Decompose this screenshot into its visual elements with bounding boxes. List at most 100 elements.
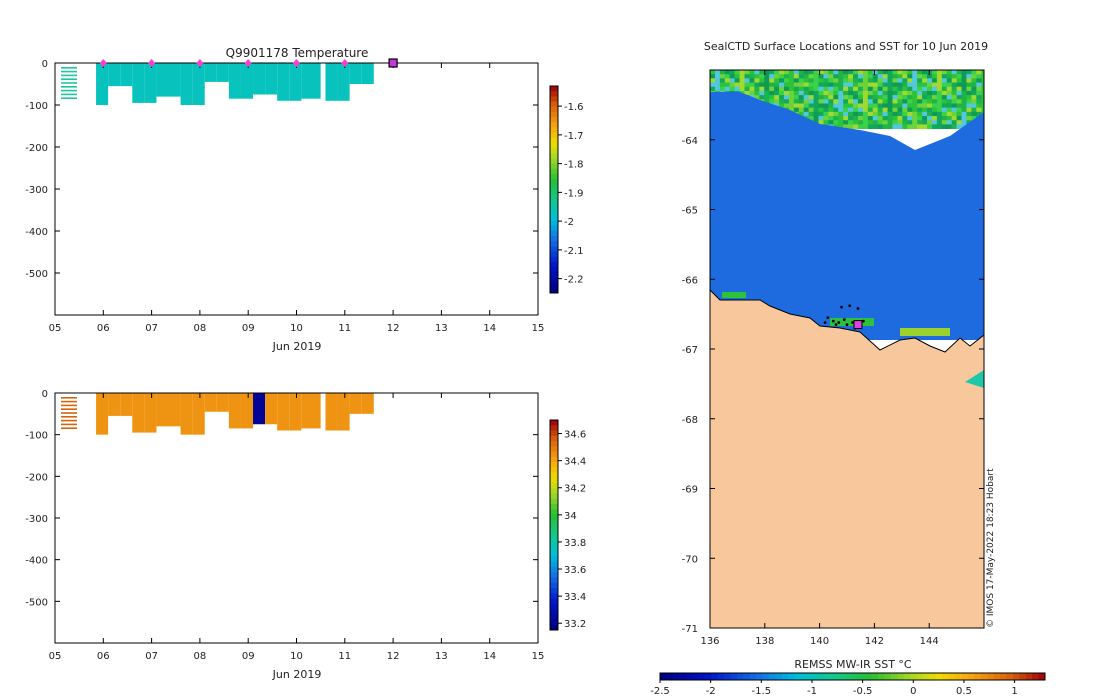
sst-pixel [823,103,829,109]
sst-pixel [788,99,795,104]
sst-pixel [946,78,952,83]
profile-cell [204,393,217,412]
surface-location-dot [851,321,854,324]
sst-pixel [892,99,898,104]
sst-pixel [936,99,943,104]
sst-pixel [867,70,874,75]
colorbar-segment [550,593,558,599]
colorbar-segment [550,179,558,185]
x-tick-label: 08 [194,651,207,662]
sst-pixel [754,70,760,75]
colorbar-segment [550,267,558,273]
sst-pixel [936,107,943,113]
sst-pixel [744,74,750,79]
sst-pixel [907,95,913,100]
sst-pixel [813,90,819,96]
colorbar-segment [672,673,680,680]
sst-pixel [867,78,874,83]
sst-pixel [754,90,760,96]
profile-cell [325,63,338,101]
colorbar-segment [1006,673,1014,680]
sst-pixel [867,86,874,92]
colorbar-segment [833,673,841,680]
colorbar-frame [549,85,559,294]
sst-pixel [882,116,888,121]
sst-pixel [907,90,913,96]
sst-pixel [917,99,923,104]
sst-pixel [823,95,829,100]
sst-pixel [877,99,883,104]
colorbar-segment [550,158,558,165]
sst-pixel [961,95,967,100]
sst-pixel [798,78,804,83]
legend-stripe [61,404,77,407]
sst-pixel [912,124,918,130]
sst-pixel [931,99,938,104]
sst-pixel [976,90,982,96]
sst-pixel [887,111,893,117]
temperature-legend-swatch [61,67,77,99]
profile-cell [192,393,205,435]
sst-pixel [956,99,962,104]
profile-cell [337,63,350,101]
colorbar-segment [550,163,558,170]
sst-pixel [843,95,849,100]
profile-cell [216,63,229,82]
colorbar-segment [935,673,943,680]
colorbar-segment [724,673,732,680]
sst-pixel [862,111,869,117]
sst-pixel [779,103,785,109]
sst-pixel [818,86,824,92]
sst-pixel [788,86,795,92]
sst-pixel [907,116,913,121]
sst-pixel [951,116,957,121]
colorbar-segment [550,199,558,206]
sst-pixel [951,99,957,104]
sst-colorbar-label: REMSS MW-IR SST °C [794,658,912,671]
colorbar-segment [550,577,558,584]
sst-pixel [833,120,839,125]
sst-pixel [892,90,898,96]
map-coastline [709,289,985,353]
legend-stripe [61,74,77,77]
sst-pixel [966,74,972,79]
x-tick-label: 06 [97,323,110,334]
sst-pixel [719,74,726,79]
sst-pixel [961,78,967,83]
sst-pixel [843,124,849,130]
colorbar-segment [884,673,892,680]
sst-pixel [912,70,918,75]
sst-pixel [808,116,814,121]
profile-cell [277,63,290,101]
sst-pixel [922,82,928,88]
colorbar-segment [550,535,558,542]
sst-pixel [808,78,814,83]
sst-pixel [808,99,814,104]
sst-pixel [946,95,952,100]
sst-pixel [936,103,943,109]
sst-pixel [922,111,928,117]
sst-pixel [971,95,977,100]
colorbar-segment [858,673,866,680]
colorbar-segment [550,168,558,175]
sst-pixel [710,70,716,75]
sst-pixel [887,95,893,100]
sst-pixel [976,99,982,104]
sst-pixel [917,124,923,130]
sst-pixel [862,103,869,109]
sst-pixel [843,78,849,83]
x-tick-label: 09 [242,323,255,334]
sst-pixel [734,74,740,79]
profile-cell [168,63,181,97]
sst-pixel [848,95,854,100]
sst-pixel [877,116,883,121]
sst-pixel [877,124,883,130]
profile-date-marker [293,59,300,67]
temperature-panel: Q9901178 Temperature 0 -100 -200 -300 -400 -5… [25,46,583,353]
sst-pixel [951,90,957,96]
sst-pixel [833,99,839,104]
sst-pixel [857,116,864,121]
sst-pixel [946,107,952,113]
colorbar-segment [550,96,558,103]
colorbar-segment [550,493,558,500]
